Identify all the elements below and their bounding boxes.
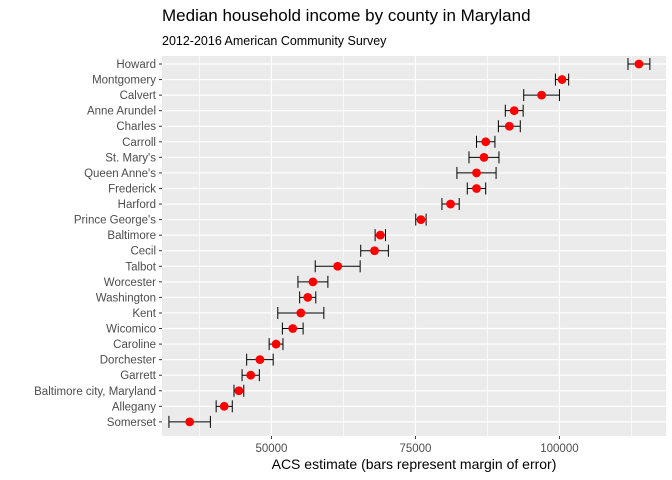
data-point [479,152,489,162]
data-point [255,355,265,365]
y-tick-label: Calvert [120,90,157,102]
y-tick-label: Carroll [122,137,156,149]
y-tick-label: Frederick [108,183,156,195]
y-tick-label: Talbot [125,261,156,273]
data-point [303,293,313,302]
y-tick-label: Caroline [113,339,156,351]
data-point [333,261,343,271]
y-tick-label: Baltimore city, Maryland [34,386,156,398]
y-tick-label: Harford [118,199,156,211]
data-point [288,324,298,333]
x-axis-label: ACS estimate (bars represent margin of e… [271,456,557,472]
data-point [446,199,455,209]
data-point [634,59,644,69]
y-tick-label: Wicomico [106,324,156,336]
data-point [472,184,481,193]
y-tick-label: Garrett [120,370,157,382]
data-point [481,137,491,147]
data-point [537,90,546,100]
x-tick-label: 75000 [399,443,431,455]
y-tick-label: Washington [96,292,156,304]
y-tick-label: Queen Anne's [84,168,156,180]
data-point [504,121,514,131]
data-point [296,308,306,318]
data-point [509,106,519,116]
y-tick-label: Anne Arundel [87,106,156,118]
chart-title: Median household income by county in Mar… [162,6,531,25]
data-point [185,417,195,427]
x-tick-label: 100000 [540,443,578,455]
data-point [557,75,567,84]
y-tick-label: St. Mary's [105,152,156,164]
data-point [308,277,318,287]
data-point [219,401,229,411]
data-point [246,370,256,380]
data-point [370,246,379,256]
plot-panel [162,56,666,436]
y-tick-label: Allegany [112,401,156,413]
y-tick-label: Worcester [104,277,156,289]
y-tick-label: Somerset [107,417,157,429]
y-tick-label: Charles [116,121,156,133]
y-tick-label: Prince George's [74,215,156,227]
y-tick-label: Montgomery [92,75,156,87]
data-point [375,230,385,240]
y-tick-label: Howard [116,59,156,71]
y-tick-label: Dorchester [100,355,156,367]
chart-subtitle: 2012-2016 American Community Survey [162,34,387,48]
data-point [271,339,281,349]
y-tick-label: Kent [132,308,156,320]
y-tick-label: Baltimore [107,230,156,242]
x-tick-label: 50000 [255,443,287,455]
data-point [472,168,481,178]
y-tick-label: Cecil [130,246,156,258]
data-point [234,386,244,396]
data-point [416,215,426,225]
